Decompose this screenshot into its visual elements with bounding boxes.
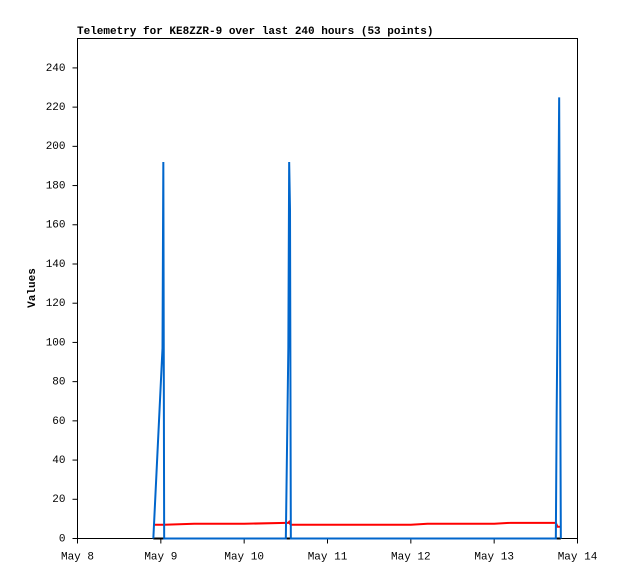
y-tick-label: 0: [59, 533, 66, 545]
y-tick-label: 100: [46, 337, 66, 349]
y-tick-label: 40: [52, 455, 65, 467]
y-tick-label: 140: [46, 259, 66, 271]
y-tick-label: 220: [46, 102, 66, 114]
y-tick-label: 60: [52, 416, 65, 428]
series-line: [152, 97, 562, 540]
y-tick-label: 160: [46, 220, 66, 232]
y-tick-label: 240: [46, 63, 66, 75]
x-tick-label: May 8: [61, 551, 94, 563]
chart-title: Telemetry for KE8ZZR-9 over last 240 hou…: [77, 26, 433, 38]
x-tick-label: May 14: [558, 551, 598, 563]
y-tick-label: 80: [52, 377, 65, 389]
y-tick-label: 180: [46, 180, 66, 192]
x-tick-label: May 13: [474, 551, 514, 563]
y-tick-label: 20: [52, 494, 65, 506]
x-tick-label: May 9: [144, 551, 177, 563]
y-tick-label: 120: [46, 298, 66, 310]
x-tick-label: May 11: [308, 551, 348, 563]
x-tick-label: May 10: [224, 551, 264, 563]
y-tick-label: 200: [46, 141, 66, 153]
x-tick-label: May 12: [391, 551, 431, 563]
y-axis-label: Values: [27, 268, 39, 308]
